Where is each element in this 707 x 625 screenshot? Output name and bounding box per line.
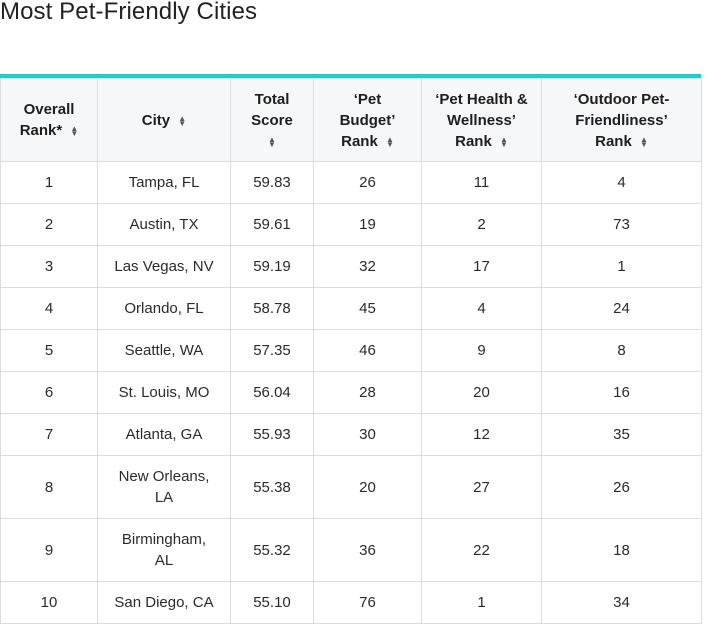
cell-city: St. Louis, MO [97,371,231,414]
cell-outdoor: 8 [541,329,702,372]
table-row: 10 San Diego, CA 55.10 76 1 34 [0,581,702,624]
cell-score: 55.38 [230,455,314,519]
table-row: 5 Seattle, WA 57.35 46 9 8 [0,329,702,372]
cell-score: 56.04 [230,371,314,414]
table-row: 9 Birmingham, AL 55.32 36 22 18 [0,518,702,582]
cell-score: 59.83 [230,161,314,204]
sort-icon[interactable]: ▲ ▼ [178,113,187,128]
cell-score: 55.10 [230,581,314,624]
cell-health: 17 [421,245,542,288]
table-row: 6 St. Louis, MO 56.04 28 20 16 [0,371,702,414]
cell-budget: 26 [313,161,422,204]
table-header-row: Overall Rank* ▲ ▼ City ▲ ▼ Total Score ▲ ▼ [0,78,702,162]
cell-city: New Orleans, LA [97,455,231,519]
cell-health: 9 [421,329,542,372]
cell-city: Seattle, WA [97,329,231,372]
cell-health: 27 [421,455,542,519]
cell-rank: 2 [0,203,98,246]
header-pet-health-rank[interactable]: ‘Pet Health & Wellness’ Rank ▲ ▼ [421,78,542,162]
header-label: ‘Pet Health & Wellness’ Rank [435,90,528,150]
header-label: ‘Outdoor Pet-Friendliness’ Rank [573,90,670,150]
cell-outdoor: 26 [541,455,702,519]
table-row: 3 Las Vegas, NV 59.19 32 17 1 [0,245,702,288]
cell-outdoor: 34 [541,581,702,624]
cell-health: 22 [421,518,542,582]
cell-outdoor: 18 [541,518,702,582]
header-total-score[interactable]: Total Score ▲ ▼ [230,78,314,162]
cell-rank: 8 [0,455,98,519]
cell-budget: 36 [313,518,422,582]
cell-rank: 6 [0,371,98,414]
table-row: 2 Austin, TX 59.61 19 2 73 [0,203,702,246]
header-label: Overall Rank* [19,101,75,139]
cell-rank: 4 [0,287,98,330]
cell-score: 59.19 [230,245,314,288]
cell-budget: 76 [313,581,422,624]
cell-budget: 20 [313,455,422,519]
cell-city-text: New Orleans, LA [118,468,210,506]
header-label: Total Score [251,90,293,129]
cell-budget: 30 [313,413,422,456]
cell-rank: 9 [0,518,98,582]
cell-score: 55.32 [230,518,314,582]
page-title: Most Pet-Friendly Cities [0,0,258,25]
sort-icon[interactable]: ▲ ▼ [499,134,508,149]
cell-rank: 7 [0,413,98,456]
header-overall-rank[interactable]: Overall Rank* ▲ ▼ [0,78,98,162]
cell-outdoor: 4 [541,161,702,204]
cell-city: San Diego, CA [97,581,231,624]
cell-city: Atlanta, GA [97,413,231,456]
cell-outdoor: 24 [541,287,702,330]
cell-budget: 46 [313,329,422,372]
cell-score: 59.61 [230,203,314,246]
pet-friendly-cities-table: Overall Rank* ▲ ▼ City ▲ ▼ Total Score ▲ ▼ [0,78,702,624]
table-row: 8 New Orleans, LA 55.38 20 27 26 [0,455,702,519]
cell-score: 58.78 [230,287,314,330]
cell-city: Birmingham, AL [97,518,231,582]
cell-health: 20 [421,371,542,414]
cell-budget: 19 [313,203,422,246]
cell-health: 4 [421,287,542,330]
cell-city: Austin, TX [97,203,231,246]
cell-city: Tampa, FL [97,161,231,204]
cell-budget: 28 [313,371,422,414]
cell-rank: 3 [0,245,98,288]
sort-icon[interactable]: ▲ ▼ [639,134,648,149]
table-row: 1 Tampa, FL 59.83 26 11 4 [0,161,702,204]
cell-score: 55.93 [230,413,314,456]
cell-city-text: Birmingham, AL [121,531,207,569]
header-label: ‘Pet Budget’ Rank [339,90,396,150]
cell-score: 57.35 [230,329,314,372]
cell-city: Las Vegas, NV [97,245,231,288]
cell-budget: 45 [313,287,422,330]
header-label: City [141,111,171,129]
cell-outdoor: 1 [541,245,702,288]
sort-icon[interactable]: ▲ ▼ [70,124,79,139]
cell-city: Orlando, FL [97,287,231,330]
cell-health: 1 [421,581,542,624]
cell-health: 12 [421,413,542,456]
cell-health: 11 [421,161,542,204]
header-outdoor-rank[interactable]: ‘Outdoor Pet-Friendliness’ Rank ▲ ▼ [541,78,702,162]
cell-health: 2 [421,203,542,246]
cell-outdoor: 16 [541,371,702,414]
header-pet-budget-rank[interactable]: ‘Pet Budget’ Rank ▲ ▼ [313,78,422,162]
header-city[interactable]: City ▲ ▼ [97,78,231,162]
cell-rank: 5 [0,329,98,372]
sort-icon[interactable]: ▲ ▼ [268,134,276,149]
cell-outdoor: 35 [541,413,702,456]
cell-budget: 32 [313,245,422,288]
cell-rank: 10 [0,581,98,624]
cell-outdoor: 73 [541,203,702,246]
cell-rank: 1 [0,161,98,204]
sort-icon[interactable]: ▲ ▼ [385,134,394,149]
table-row: 7 Atlanta, GA 55.93 30 12 35 [0,413,702,456]
table-row: 4 Orlando, FL 58.78 45 4 24 [0,287,702,330]
table-container: Overall Rank* ▲ ▼ City ▲ ▼ Total Score ▲ ▼ [0,74,702,624]
